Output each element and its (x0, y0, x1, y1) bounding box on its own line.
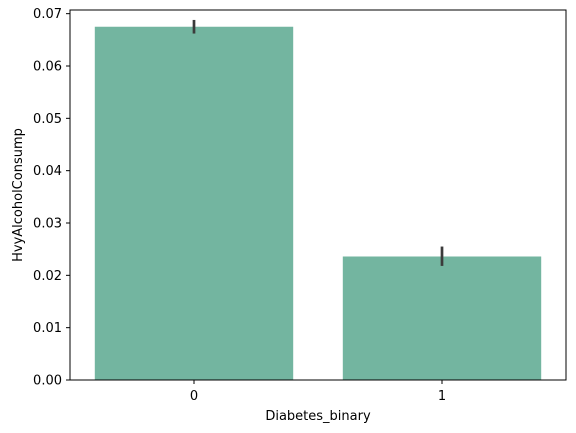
bars-layer (94, 26, 542, 380)
x-tick-label-0: 0 (190, 389, 198, 404)
y-tick-label-2: 0.02 (33, 269, 62, 284)
x-axis-label: Diabetes_binary (265, 409, 371, 424)
y-tick-label-3: 0.03 (33, 216, 62, 231)
plot-frame (69, 9, 567, 381)
y-tick-label-4: 0.04 (33, 164, 62, 179)
y-tick-label-0: 0.00 (33, 374, 62, 389)
y-tick-label-1: 0.01 (33, 321, 62, 336)
x-tick-label-1: 1 (438, 389, 446, 404)
y-tick-label-6: 0.06 (33, 59, 62, 74)
bar-1 (342, 256, 542, 380)
error-bars-layer (192, 19, 444, 266)
y-tick-label-5: 0.05 (33, 112, 62, 127)
y-axis: 0.00 0.01 0.02 0.03 0.04 0.05 0.06 0.07 (33, 7, 70, 389)
bar-0 (94, 26, 294, 380)
y-tick-label-7: 0.07 (33, 7, 62, 22)
y-axis-label: HvyAlcoholConsump (11, 128, 26, 262)
